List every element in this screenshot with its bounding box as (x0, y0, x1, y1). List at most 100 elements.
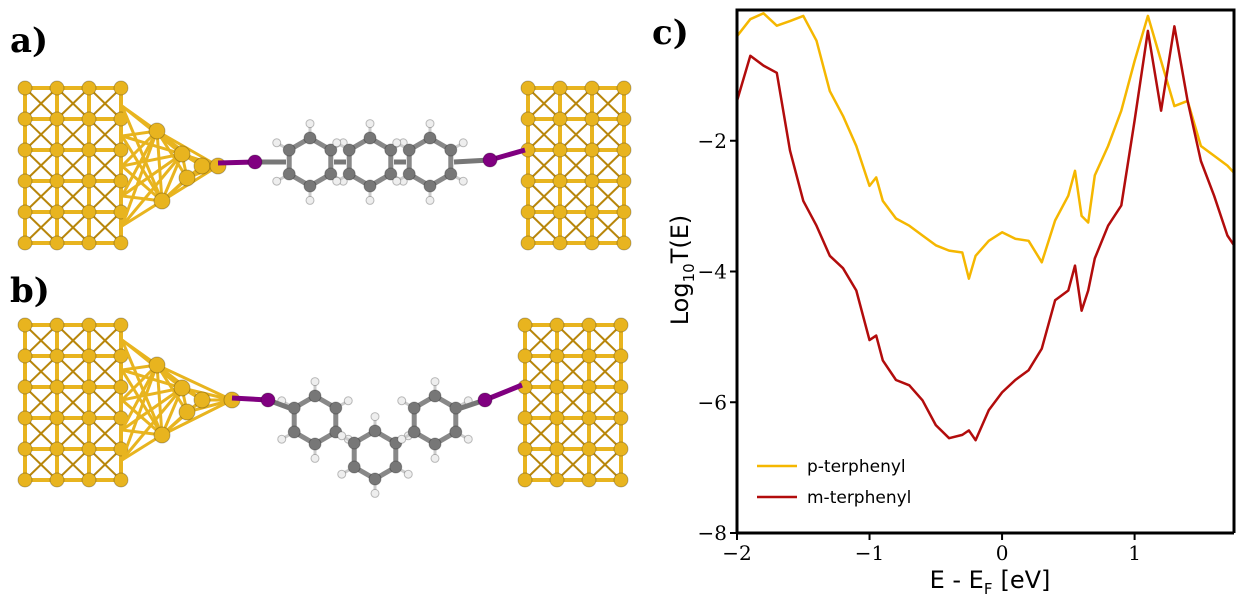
atom (82, 205, 96, 219)
atom (333, 177, 341, 185)
atom (348, 461, 360, 473)
atom (582, 318, 596, 332)
atom (306, 196, 314, 204)
atom (82, 380, 96, 394)
atom (50, 236, 64, 250)
atom (403, 168, 415, 180)
atom (585, 205, 599, 219)
atom (343, 168, 355, 180)
y-tick-label: −6 (698, 390, 727, 414)
atom (582, 473, 596, 487)
atom (518, 318, 532, 332)
atom (50, 411, 64, 425)
atom (343, 144, 355, 156)
atom (18, 143, 32, 157)
atom (553, 236, 567, 250)
atom (283, 168, 295, 180)
atom (371, 413, 379, 421)
atom (582, 442, 596, 456)
atom (398, 397, 406, 405)
atom (18, 411, 32, 425)
atom (309, 390, 321, 402)
atom (404, 470, 412, 478)
atom (582, 380, 596, 394)
atom (50, 205, 64, 219)
atom (403, 144, 415, 156)
atom (553, 112, 567, 126)
atom (283, 144, 295, 156)
atom (518, 349, 532, 363)
atom (585, 174, 599, 188)
atom (424, 132, 436, 144)
panel-label: c) (652, 13, 689, 53)
atom (459, 139, 467, 147)
atom (614, 318, 628, 332)
atom (445, 168, 457, 180)
atom (614, 442, 628, 456)
atom (50, 442, 64, 456)
atom (311, 454, 319, 462)
atom (553, 81, 567, 95)
atom (348, 437, 360, 449)
atom (550, 442, 564, 456)
atom (450, 426, 462, 438)
atom (174, 146, 190, 162)
atom (194, 392, 210, 408)
atom (582, 349, 596, 363)
atom (278, 435, 286, 443)
atom (114, 318, 128, 332)
atom (464, 435, 472, 443)
atom (248, 155, 262, 169)
atom (18, 81, 32, 95)
y-axis-label: Log10T(E) (666, 215, 698, 326)
atom (424, 180, 436, 192)
atom (550, 318, 564, 332)
atom (585, 236, 599, 250)
x-axis-label: E - EF[eV] (930, 566, 1051, 595)
atom (174, 380, 190, 396)
atom (50, 380, 64, 394)
y-axis-label-main: Log (666, 282, 694, 325)
atom (261, 393, 275, 407)
atom (18, 442, 32, 456)
atom (18, 349, 32, 363)
atom (582, 411, 596, 425)
atom (459, 177, 467, 185)
atom (371, 489, 379, 497)
atom (82, 236, 96, 250)
atom (366, 196, 374, 204)
atom (18, 112, 32, 126)
atom (585, 81, 599, 95)
atom (369, 473, 381, 485)
atom (18, 473, 32, 487)
y-tick-label: −2 (698, 129, 727, 153)
atom (431, 454, 439, 462)
atom (429, 390, 441, 402)
atom (483, 153, 497, 167)
y-axis-label-unit: T(E) (666, 215, 694, 265)
atom (179, 404, 195, 420)
atom (338, 470, 346, 478)
atom (553, 205, 567, 219)
atom (82, 81, 96, 95)
atom (521, 174, 535, 188)
molecule-drawings (18, 81, 631, 497)
atom (364, 132, 376, 144)
atom (431, 378, 439, 386)
atom (617, 112, 631, 126)
x-axis-label-sub: F (984, 580, 993, 595)
atom (445, 144, 457, 156)
x-tick-label: 0 (996, 541, 1009, 565)
atom (50, 112, 64, 126)
atom (614, 411, 628, 425)
atom (50, 174, 64, 188)
atom (82, 143, 96, 157)
atom (617, 81, 631, 95)
atom (304, 180, 316, 192)
atom (306, 120, 314, 128)
series-line (737, 13, 1234, 278)
atom (18, 236, 32, 250)
y-tick-label: −4 (698, 260, 727, 284)
atom (390, 461, 402, 473)
x-tick-label: −1 (855, 541, 884, 565)
